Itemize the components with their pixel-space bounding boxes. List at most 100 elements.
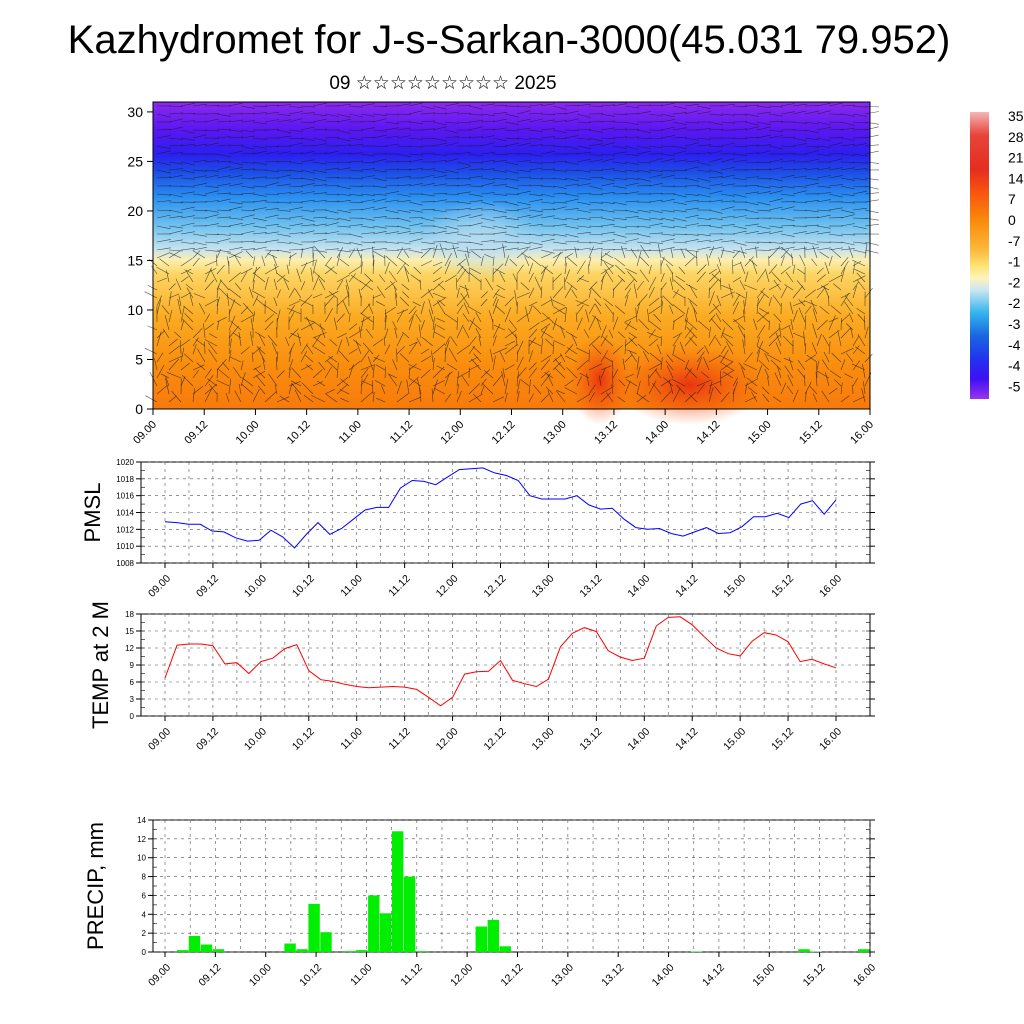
wind-vector (180, 120, 195, 123)
wind-vector (564, 233, 579, 238)
wind-vector (696, 161, 711, 166)
wind-vector (708, 239, 723, 243)
y-tick-label: 20 (127, 203, 143, 219)
wind-vector (432, 225, 447, 229)
wind-vector (756, 270, 766, 283)
wind-vector (394, 293, 398, 307)
wind-vector (312, 293, 323, 299)
wind-vector (288, 223, 303, 227)
wind-vector (180, 276, 189, 283)
wind-vector (648, 241, 663, 244)
wind-vector (396, 248, 411, 251)
wind-vector (276, 113, 291, 116)
wind-vector (156, 239, 171, 243)
wind-vector (768, 190, 783, 195)
wind-vector (384, 184, 400, 187)
wind-vector (468, 168, 483, 171)
wind-vector (147, 285, 158, 291)
wind-vector (540, 266, 546, 283)
wind-vector (456, 268, 467, 283)
wind-vector (636, 393, 650, 403)
wind-vector (180, 143, 195, 147)
wind-vector (420, 137, 436, 139)
x-tick-label: 15.00 (721, 726, 748, 753)
wind-vector (528, 233, 543, 237)
wind-vector (186, 287, 194, 299)
wind-vector (410, 274, 422, 283)
wind-vector (458, 263, 470, 275)
wind-vector (624, 216, 639, 219)
wind-vector (576, 201, 591, 205)
wind-vector (547, 374, 554, 387)
wind-vector (816, 360, 820, 371)
wind-vector (240, 268, 253, 275)
wind-vector (168, 358, 180, 371)
wind-vector (192, 328, 203, 339)
wind-vector (669, 305, 674, 315)
wind-vector (216, 120, 232, 123)
wind-vector (504, 201, 519, 206)
wind-vector (444, 142, 459, 147)
wind-vector (448, 348, 458, 363)
wind-vector (648, 183, 663, 187)
wind-vector (252, 365, 262, 371)
wind-vector (790, 319, 794, 331)
wind-vector (822, 334, 830, 347)
wind-vector (684, 199, 699, 203)
wind-vector (286, 307, 302, 315)
wind-vector (384, 306, 396, 315)
wind-vector (504, 340, 515, 347)
wind-vector (432, 121, 447, 126)
wind-vector (480, 378, 487, 387)
wind-vector (624, 105, 639, 109)
wind-vector (492, 112, 507, 115)
wind-vector (288, 129, 303, 132)
wind-vector (311, 345, 326, 355)
wind-vector (560, 325, 566, 339)
wind-vector (408, 364, 422, 371)
wind-vector (840, 314, 850, 323)
wind-vector (504, 153, 520, 155)
wind-vector (432, 183, 447, 187)
wind-vector (780, 266, 791, 275)
precip-bar (308, 903, 320, 952)
wind-vector (305, 354, 314, 363)
wind-vector (564, 253, 573, 259)
wind-vector (478, 335, 482, 347)
wind-vector (492, 288, 500, 299)
wind-vector (372, 225, 387, 229)
wind-vector (660, 357, 663, 371)
wind-vector (300, 224, 315, 227)
wind-vector (828, 296, 830, 307)
wind-vector (588, 264, 590, 275)
wind-vector (234, 282, 242, 291)
wind-vector (552, 286, 564, 299)
wind-vector (660, 247, 675, 251)
wind-vector (780, 160, 795, 163)
wind-vector (732, 388, 735, 403)
wind-vector (180, 103, 195, 107)
wind-vector (629, 351, 638, 363)
wind-vector (672, 169, 688, 171)
wind-vector (768, 135, 783, 139)
wind-vector (204, 190, 219, 195)
wind-vector (678, 266, 686, 275)
wind-vector (228, 150, 243, 155)
wind-vector (252, 185, 267, 188)
wind-vector (372, 338, 384, 347)
wind-vector (564, 240, 580, 243)
colorbar-label: -4 (1008, 337, 1021, 353)
wind-vector (324, 193, 340, 196)
x-tick-label: 11.12 (398, 962, 425, 989)
wind-vector (336, 225, 351, 228)
wind-vector (168, 230, 183, 235)
wind-vector (816, 192, 831, 195)
wind-vector (600, 217, 615, 221)
wind-vector (852, 396, 866, 403)
wind-vector (576, 231, 591, 235)
wind-vector (240, 192, 256, 195)
x-tick-label: 10.00 (242, 573, 269, 600)
wind-vector (276, 119, 291, 123)
wind-vector (732, 259, 734, 275)
wind-vector (816, 247, 831, 251)
